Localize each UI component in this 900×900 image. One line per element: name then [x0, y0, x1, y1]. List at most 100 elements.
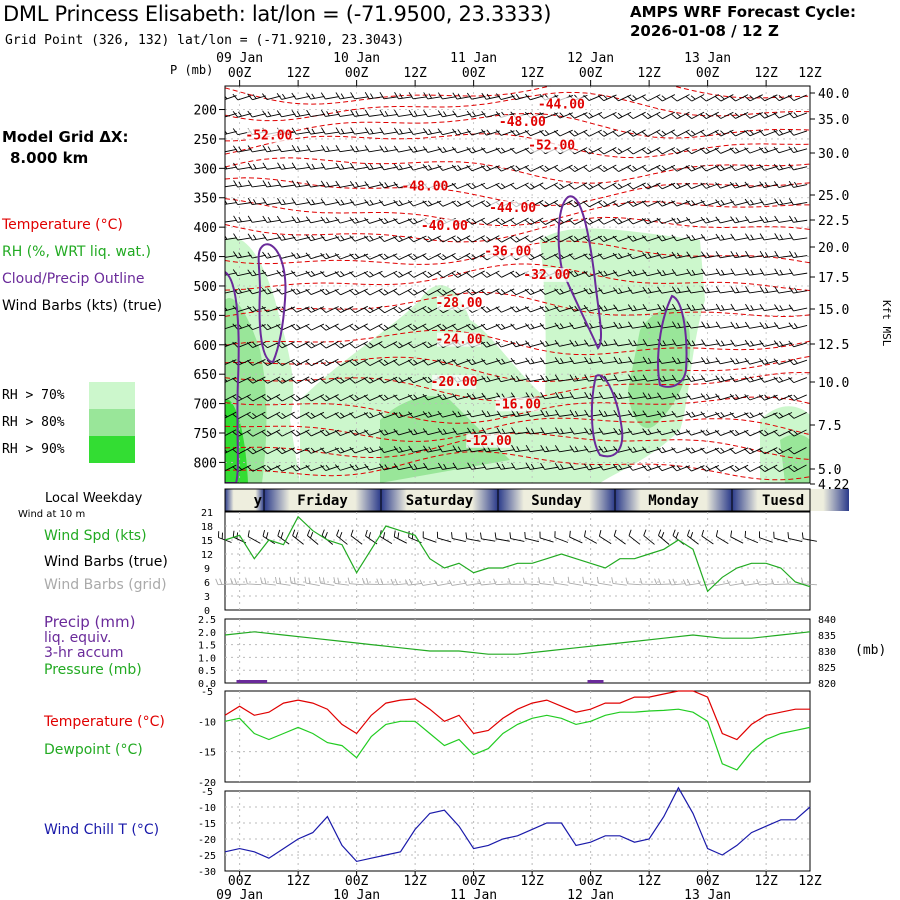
barb	[671, 217, 691, 224]
barb	[627, 269, 647, 277]
barb	[247, 180, 267, 188]
temp-label-4: -48.00	[401, 180, 448, 195]
barb	[495, 147, 515, 154]
barb	[495, 358, 515, 365]
temp-label-8: -32.00	[523, 268, 570, 283]
barb	[758, 112, 778, 119]
barb	[407, 253, 427, 261]
barb	[334, 358, 354, 367]
barb	[379, 92, 398, 100]
barb	[364, 109, 384, 117]
barb	[627, 182, 646, 190]
barb	[378, 305, 398, 314]
barb	[729, 411, 749, 419]
barb	[774, 250, 793, 259]
barb	[349, 180, 369, 188]
barb	[349, 341, 368, 349]
barb	[232, 93, 252, 101]
barb	[334, 234, 354, 242]
barb	[378, 341, 398, 349]
barb	[437, 393, 457, 401]
barb	[554, 339, 574, 347]
barb	[612, 200, 632, 208]
barb-true-20	[509, 532, 525, 542]
pressure-tick-label-250: 250	[194, 133, 217, 148]
barb	[627, 446, 647, 453]
barb-true-39	[787, 532, 803, 543]
wc-tick-label-1: -10	[198, 803, 216, 814]
barb	[730, 233, 749, 241]
top-hour-label-0: 00Z	[228, 66, 252, 81]
barb	[597, 111, 617, 119]
barb	[379, 463, 398, 471]
barb	[554, 463, 574, 471]
barb	[583, 94, 603, 101]
barb	[321, 127, 340, 135]
barb	[233, 180, 252, 188]
barb	[290, 376, 310, 384]
bottom-hour-label-2: 00Z	[345, 874, 369, 889]
pressure-tick-label-800: 800	[194, 456, 217, 471]
barb	[291, 162, 310, 170]
weekday-band-5	[732, 489, 849, 511]
rh-area-left-90	[225, 399, 248, 483]
barb	[364, 145, 384, 153]
barb	[422, 128, 442, 135]
wc-tick-label-3: -20	[198, 835, 216, 846]
barb	[555, 391, 574, 400]
temp-contour-17	[225, 451, 810, 481]
barb	[394, 109, 413, 117]
barb	[247, 162, 267, 170]
barb	[393, 288, 412, 296]
temp-label-5: -44.00	[489, 201, 536, 216]
barb	[597, 200, 617, 208]
barb	[466, 146, 486, 154]
wind-tick-label-4: 12	[201, 550, 213, 561]
barb-grid-36	[741, 579, 759, 586]
barb-grid-12	[390, 578, 408, 586]
barb-true-36	[744, 530, 759, 544]
temp-label-6: -40.00	[421, 219, 468, 234]
barb	[290, 447, 310, 454]
barb	[554, 112, 573, 119]
barb	[641, 94, 661, 102]
barb	[349, 358, 368, 367]
barb	[305, 306, 325, 313]
pressure-tick-label-700: 700	[194, 398, 217, 413]
barb	[393, 253, 412, 260]
barb	[715, 411, 734, 419]
barb	[335, 145, 354, 153]
barb	[759, 340, 778, 347]
pressure-tick-label-600: 600	[194, 339, 217, 354]
barb	[583, 164, 602, 172]
barb	[451, 270, 471, 278]
temp-contour-0	[225, 86, 810, 105]
barb	[320, 198, 340, 206]
barb	[759, 198, 778, 206]
barb	[729, 94, 749, 102]
barb	[613, 392, 632, 400]
barb	[788, 376, 807, 384]
barb	[334, 464, 354, 471]
barb	[613, 374, 632, 382]
barb	[759, 215, 778, 223]
barb	[335, 162, 354, 170]
barb	[773, 447, 793, 455]
barb	[759, 250, 778, 259]
barb	[744, 464, 763, 472]
barb	[225, 394, 237, 402]
barb	[568, 112, 588, 119]
barb	[670, 129, 690, 137]
barb	[685, 429, 705, 436]
pressure-axis-label: P (mb)	[170, 63, 213, 77]
barb-true-26	[598, 529, 612, 545]
wind-tick-label-7: 21	[201, 508, 213, 519]
barb	[334, 306, 354, 313]
barb	[583, 200, 602, 208]
barb	[700, 375, 720, 383]
barb	[480, 270, 500, 278]
barb	[466, 252, 485, 261]
barb	[320, 429, 339, 437]
pp-tick-label-1: 0.5	[198, 666, 216, 677]
